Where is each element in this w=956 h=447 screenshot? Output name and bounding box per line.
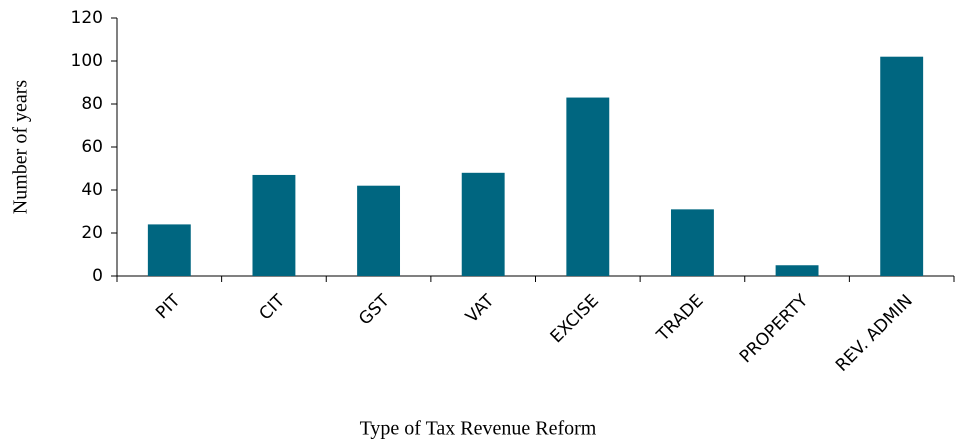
bar	[880, 56, 924, 277]
bar	[147, 224, 191, 276]
y-tick-label: 20	[81, 223, 103, 243]
bar	[670, 209, 714, 276]
x-tick-label: EXCISE	[547, 291, 603, 347]
bar	[252, 174, 296, 276]
x-tick-label: REV. ADMIN	[832, 291, 917, 376]
y-axis-title: Number of years	[10, 80, 32, 215]
y-tick-label: 60	[81, 137, 103, 157]
x-tick-label: PROPERTY	[736, 290, 813, 367]
x-tick-label: PIT	[152, 290, 185, 323]
x-tick-label: GST	[355, 291, 394, 330]
bar	[461, 172, 505, 276]
x-tick-label: TRADE	[652, 291, 707, 346]
bar	[357, 185, 401, 276]
y-tick-label: 40	[81, 180, 103, 200]
y-tick-label: 100	[71, 51, 103, 71]
x-axis-title: Type of Tax Revenue Reform	[360, 418, 597, 440]
x-tick-label: CIT	[256, 291, 290, 325]
y-tick-label: 0	[92, 266, 103, 286]
x-tick-label: VAT	[462, 291, 499, 328]
y-tick-label: 120	[71, 8, 103, 28]
y-tick-label: 80	[81, 94, 103, 114]
bar	[566, 97, 610, 276]
bar	[775, 265, 819, 276]
